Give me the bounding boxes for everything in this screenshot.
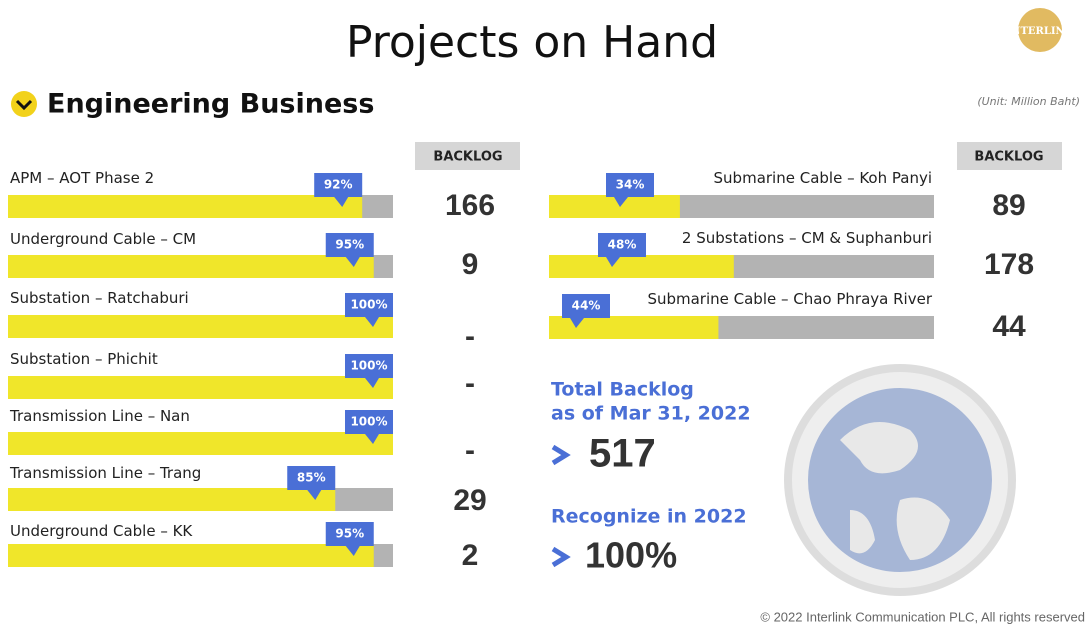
section-title: Engineering Business <box>47 89 374 120</box>
backlog-value: - <box>465 434 475 467</box>
section-icon <box>11 91 37 117</box>
callout <box>345 410 393 434</box>
globe <box>784 364 1016 596</box>
project-name: Underground Cable – CM <box>10 230 196 248</box>
logo-text: INTERLINK <box>1007 26 1074 37</box>
unit: (Unit: Million Baht) <box>977 95 1080 108</box>
backlog-value: 29 <box>453 484 486 517</box>
progress-bar <box>8 255 374 278</box>
arrow <box>551 546 571 568</box>
backlog-header-bg <box>957 142 1062 170</box>
logo <box>1018 8 1062 52</box>
chevron <box>15 99 33 111</box>
footer: © 2022 Interlink Communication PLC, All … <box>760 609 1085 624</box>
callout-pointer <box>345 546 360 556</box>
total-label: as of Mar 31, 2022 <box>551 403 751 425</box>
callout <box>325 233 374 257</box>
total-value: 517 <box>589 432 656 476</box>
progress-bar <box>549 255 734 278</box>
backlog-value: - <box>465 320 475 353</box>
callout <box>598 233 646 257</box>
callout-pointer <box>334 197 349 207</box>
recognize-label: Recognize in 2022 <box>551 506 747 528</box>
project-name: Underground Cable – KK <box>10 522 193 540</box>
callout-pointer <box>307 490 322 500</box>
progress-bar <box>549 195 680 218</box>
project-name: 2 Substations – CM & Suphanburi <box>682 229 932 247</box>
callout <box>325 522 374 546</box>
project-name: Submarine Cable – Chao Phraya River <box>647 290 932 308</box>
progress-bar <box>8 544 374 567</box>
backlog-header: BACKLOG <box>433 150 502 165</box>
arrow <box>551 444 571 466</box>
project-name: Substation – Ratchaburi <box>10 289 189 307</box>
progress-bar <box>549 316 719 339</box>
backlog-value: 44 <box>992 310 1026 343</box>
project-name: Transmission Line – Nan <box>9 407 190 425</box>
progress-label: 44% <box>572 299 601 313</box>
progress-bar <box>8 195 363 218</box>
backlog-value: 9 <box>462 248 479 281</box>
project-name: Substation – Phichit <box>10 350 158 368</box>
callout-pointer <box>365 378 379 388</box>
callout <box>287 466 336 490</box>
callout <box>606 173 654 197</box>
backlog-value: 2 <box>462 539 479 572</box>
backlog-value: 166 <box>445 189 495 222</box>
progress-label: 100% <box>350 359 387 373</box>
backlog-value: - <box>465 367 475 400</box>
project-name: Transmission Line – Trang <box>9 464 201 482</box>
progress-bar <box>8 432 393 455</box>
progress-label: 34% <box>616 178 645 192</box>
total-label: Total Backlog <box>551 379 694 401</box>
project-name: Submarine Cable – Koh Panyi <box>714 169 932 187</box>
callout-pointer <box>570 318 584 328</box>
backlog-header-bg <box>415 142 520 170</box>
backlog-value: 89 <box>992 189 1025 222</box>
backlog-header: BACKLOG <box>974 150 1043 165</box>
progress-label: 100% <box>350 298 387 312</box>
progress-label: 92% <box>324 178 353 192</box>
recognize-value: 100% <box>585 535 677 576</box>
callout-pointer <box>345 257 360 267</box>
callout <box>345 293 393 317</box>
callout <box>345 354 393 378</box>
progress-bar <box>8 376 393 399</box>
progress-label: 95% <box>335 527 364 541</box>
progress-label: 100% <box>350 415 387 429</box>
callout-pointer <box>365 434 379 444</box>
progress-label: 95% <box>335 238 364 252</box>
project-name: APM – AOT Phase 2 <box>10 169 154 187</box>
callout-pointer <box>606 257 620 267</box>
callout-pointer <box>614 197 628 207</box>
backlog-value: 178 <box>984 248 1034 281</box>
callout <box>314 173 363 197</box>
progress-label: 85% <box>297 471 326 485</box>
callout-pointer <box>365 317 379 327</box>
progress-bar <box>8 315 393 338</box>
progress-bar <box>8 488 336 511</box>
callout <box>562 294 610 318</box>
progress-label: 48% <box>608 238 637 252</box>
title: Projects on Hand <box>346 17 718 68</box>
